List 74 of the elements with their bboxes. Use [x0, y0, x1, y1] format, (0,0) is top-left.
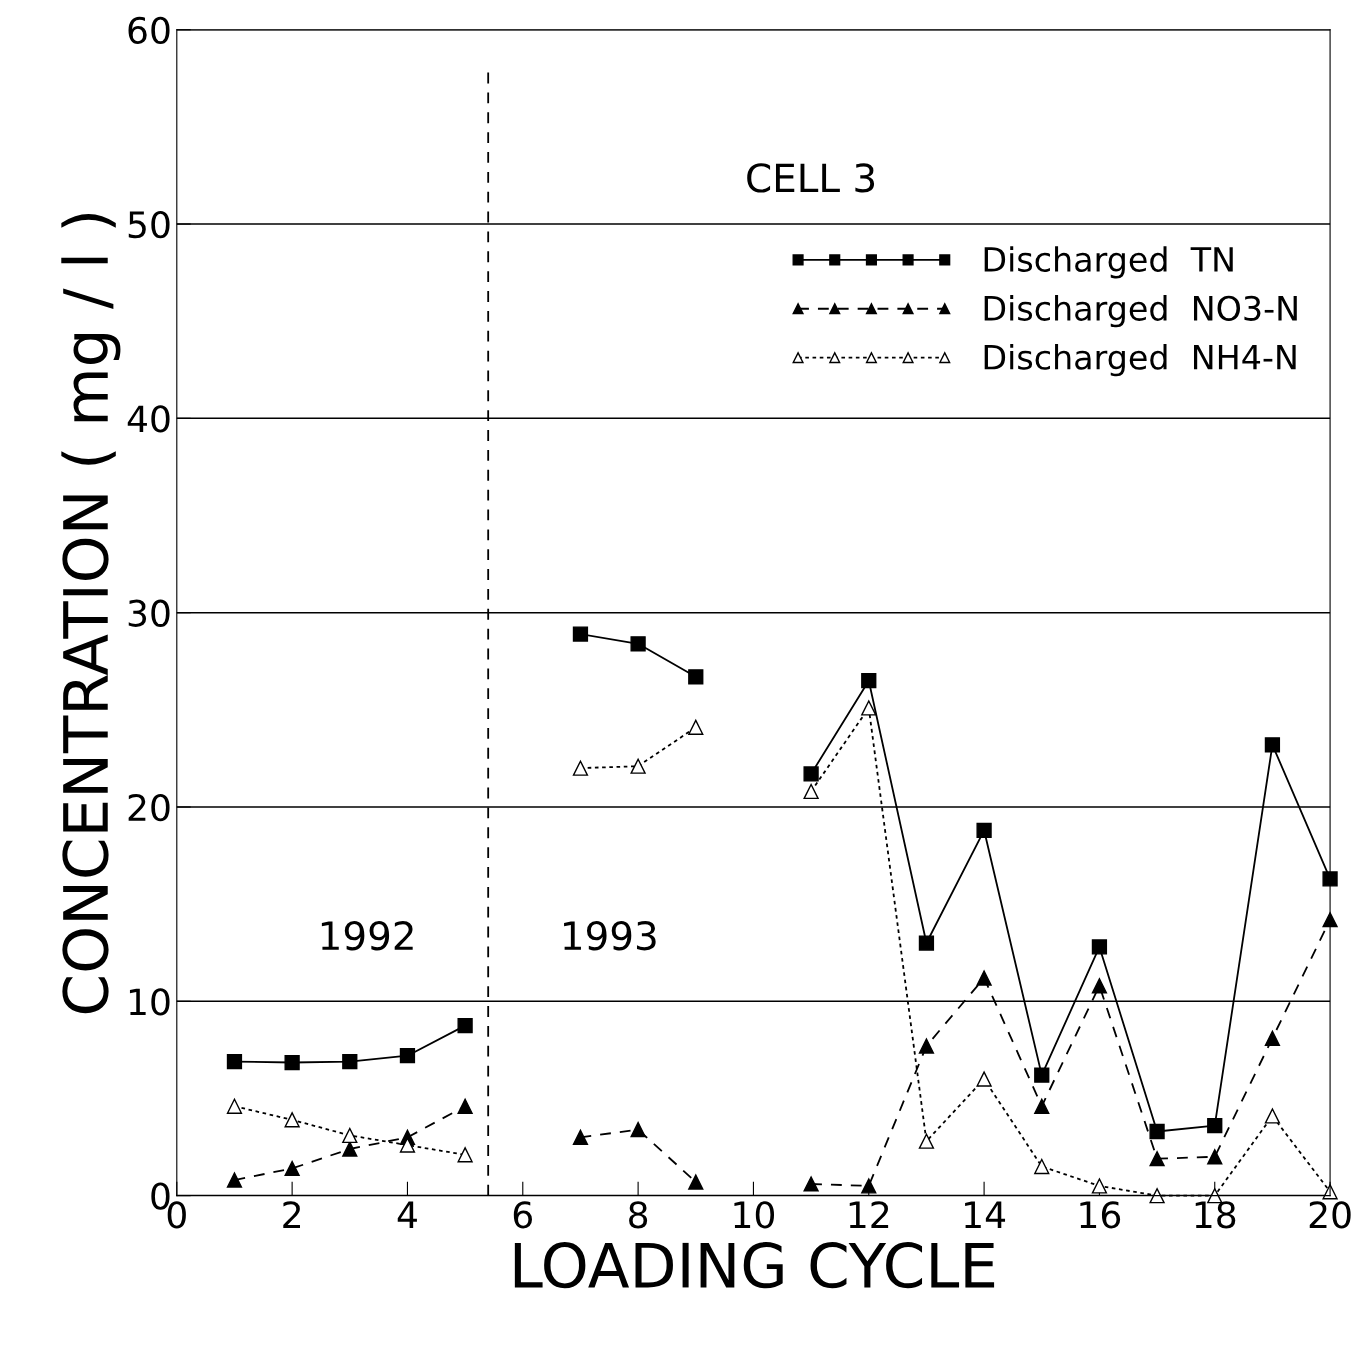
point: [399, 1137, 416, 1153]
point: [457, 1147, 473, 1163]
point: [457, 1017, 473, 1034]
point: [572, 760, 589, 776]
point: [1149, 1187, 1165, 1204]
point: [284, 1112, 300, 1128]
point: [918, 1133, 935, 1149]
point: [803, 1176, 819, 1192]
point: [1264, 1030, 1281, 1046]
point: [1091, 939, 1108, 955]
point: [688, 669, 704, 685]
y-tick-label: 60: [128, 16, 170, 44]
x-tick-label: 6: [513, 1201, 532, 1229]
annotation: 1993: [564, 921, 656, 951]
legend-label: Discharged NH4-N: [984, 344, 1296, 377]
y-tick-label: 30: [128, 599, 170, 627]
point: [688, 1174, 704, 1190]
y-tick-label: 20: [128, 793, 170, 822]
point: [342, 1053, 358, 1070]
point: [1091, 978, 1108, 994]
point: [630, 636, 646, 652]
point: [457, 1098, 473, 1114]
point: [342, 1127, 358, 1144]
x-tick-label: 2: [283, 1201, 300, 1228]
x-tick-label: 12: [849, 1201, 889, 1228]
point: [803, 783, 819, 800]
point: [1264, 737, 1281, 753]
x-tick-label: 10: [734, 1201, 775, 1229]
point: [1149, 1123, 1165, 1140]
point: [342, 1141, 358, 1157]
point: [976, 970, 992, 986]
legend-label: Discharged TN: [984, 246, 1233, 279]
y-tick-label: 10: [129, 988, 170, 1016]
point: [399, 1048, 416, 1064]
point: [861, 1178, 877, 1194]
legend-label: Discharged NO3-N: [984, 295, 1297, 328]
point: [1322, 871, 1338, 887]
x-tick-label: 8: [629, 1201, 648, 1229]
x-tick-label: 14: [965, 1201, 1006, 1228]
point: [1207, 1118, 1223, 1134]
annotation: 1992: [321, 921, 413, 951]
point: [1091, 1178, 1108, 1194]
x-tick-label: 20: [1309, 1201, 1351, 1229]
point: [1034, 1098, 1050, 1114]
point: [688, 719, 704, 735]
point: [976, 822, 992, 838]
point: [226, 1098, 243, 1114]
point: [1207, 1149, 1223, 1165]
point: [1149, 1151, 1165, 1167]
point: [861, 700, 877, 716]
x-tick-label: 4: [397, 1201, 417, 1228]
point: [1034, 1158, 1050, 1175]
x-tick-label: 16: [1080, 1201, 1121, 1229]
y-tick-label: 40: [127, 405, 170, 433]
point: [284, 1160, 300, 1177]
point: [226, 1172, 243, 1188]
point: [284, 1054, 300, 1071]
point: [630, 758, 646, 774]
point: [803, 766, 819, 782]
point: [861, 673, 877, 689]
y-axis-title: CONCENTRATION ( mg / l ): [61, 214, 121, 1014]
point: [918, 935, 935, 951]
point: [572, 626, 589, 642]
point: [572, 1129, 589, 1145]
point: [976, 1071, 992, 1087]
point: [918, 1038, 935, 1054]
annotation: CELL 3: [747, 163, 875, 193]
point: [1034, 1067, 1050, 1083]
x-axis-title: LOADING CYCLE: [514, 1242, 995, 1289]
y-tick-label: 50: [128, 210, 170, 239]
point: [630, 1121, 646, 1138]
point: [1264, 1108, 1281, 1124]
point: [226, 1053, 243, 1070]
x-tick-label: 18: [1195, 1201, 1236, 1229]
